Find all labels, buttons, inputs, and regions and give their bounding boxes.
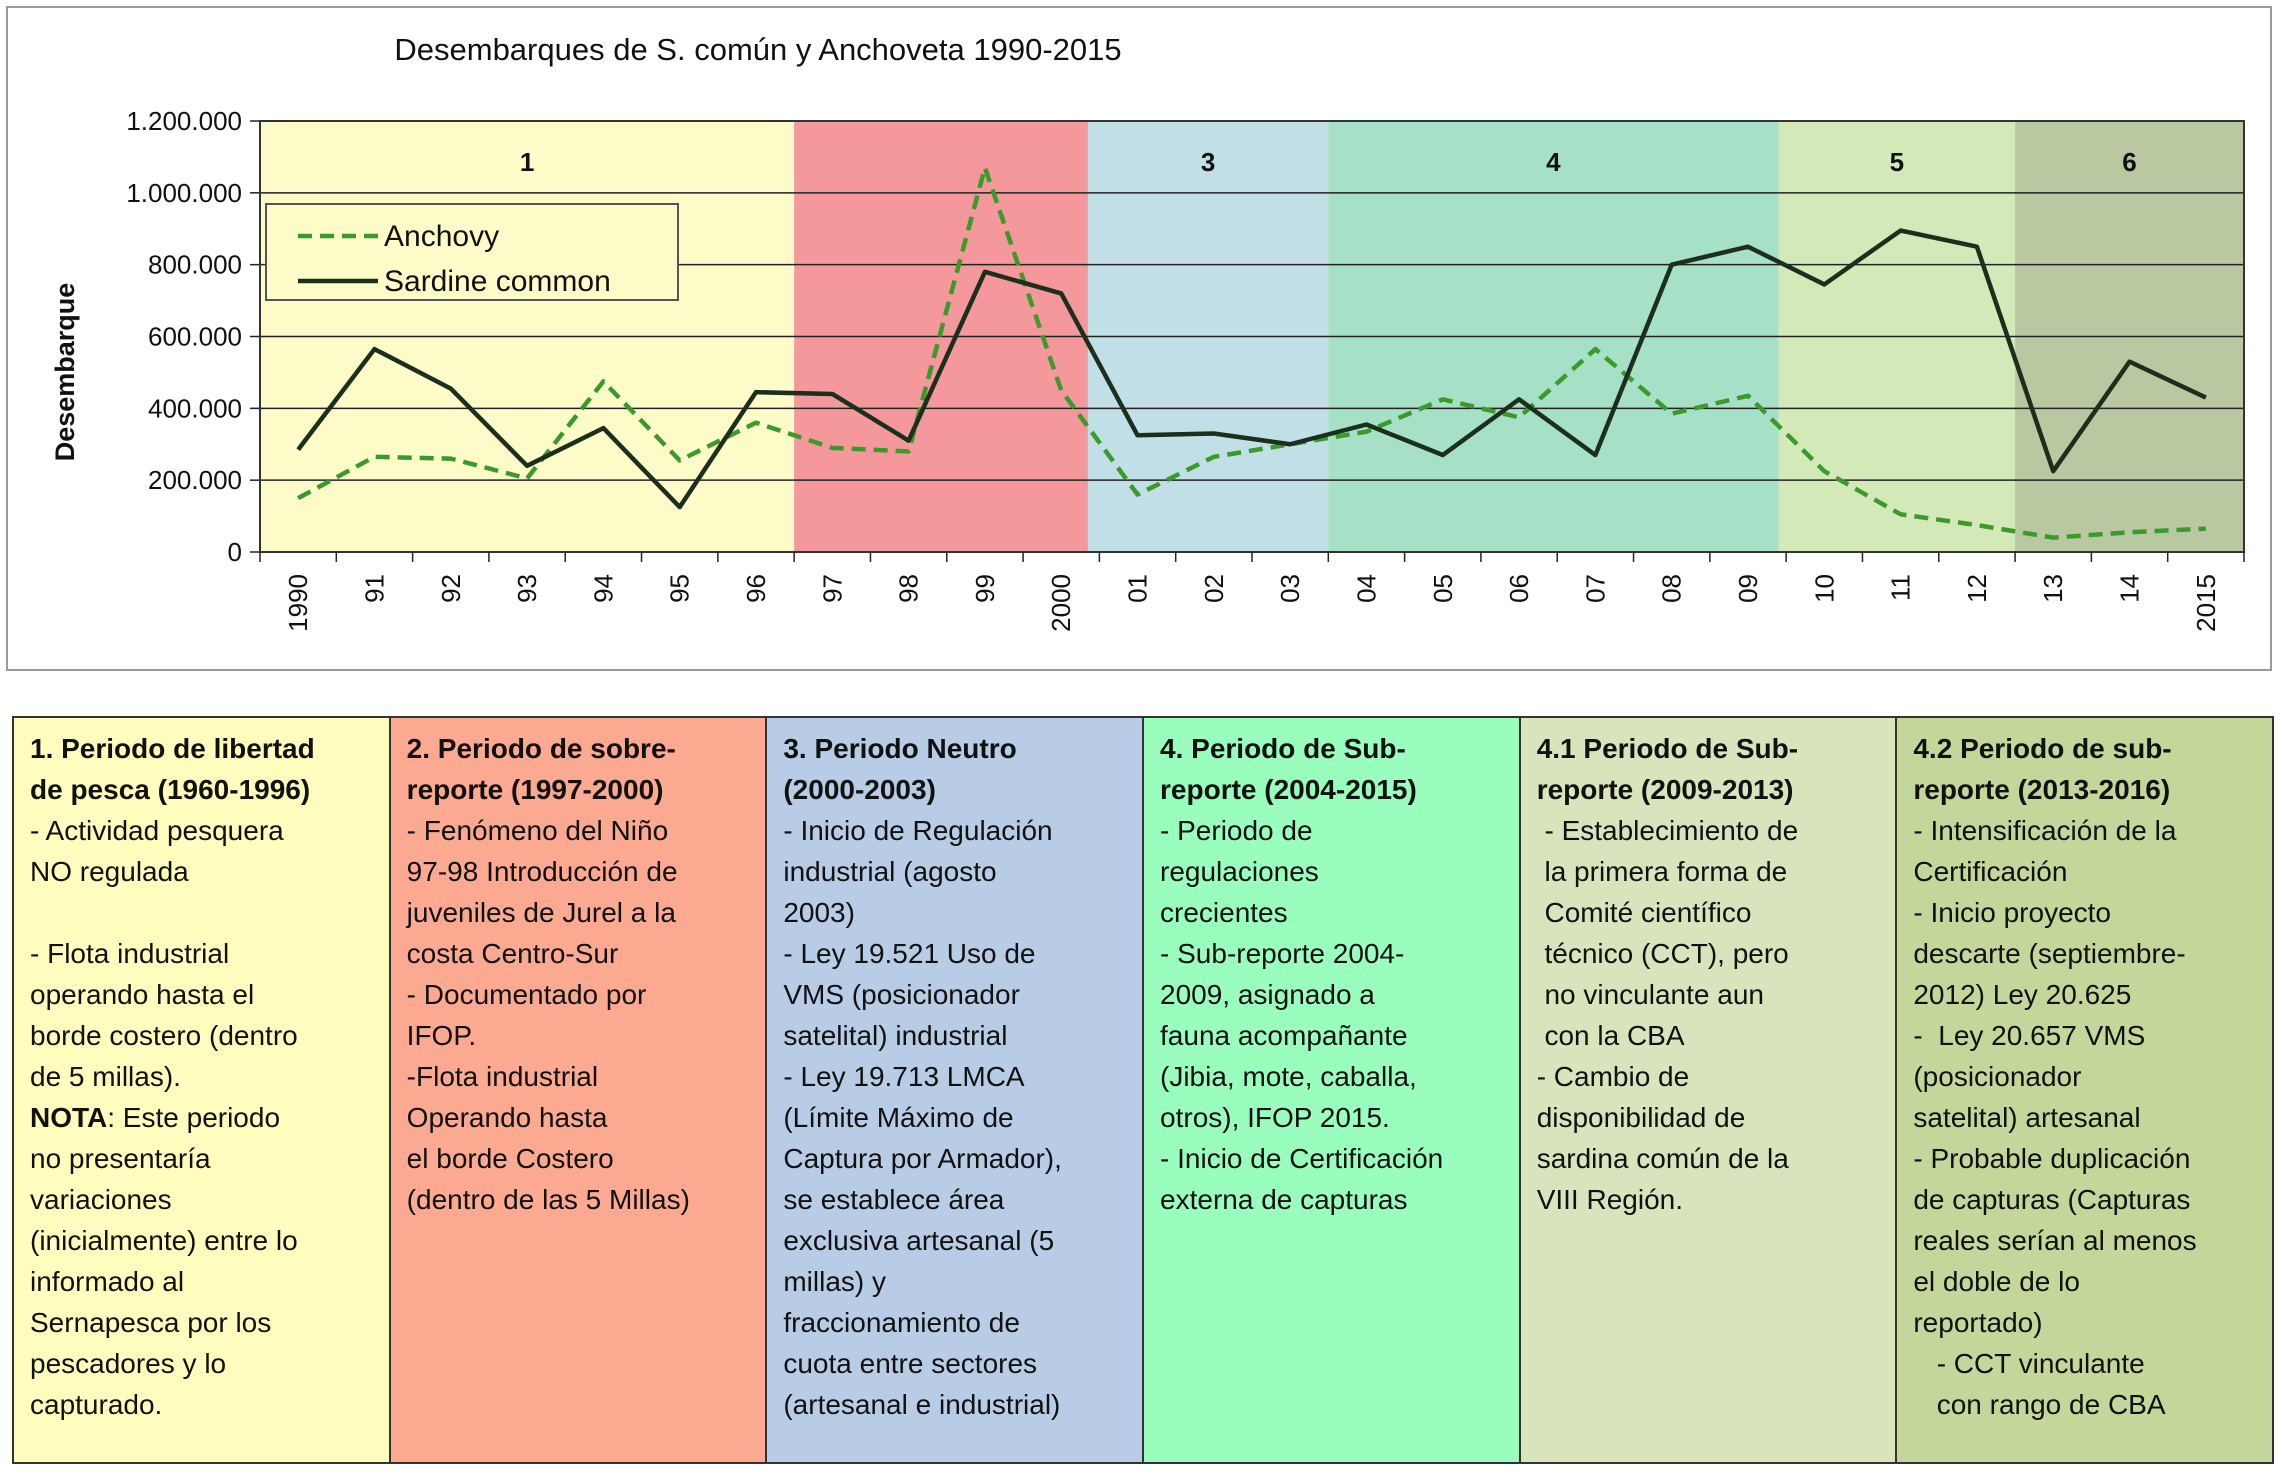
x-tick-label: 07 — [1580, 574, 1610, 603]
y-tick-label: 800.000 — [148, 250, 242, 280]
legend-entry: Sardine common — [384, 265, 611, 298]
note-text: : Este periodo no presentaría variacione… — [30, 1102, 298, 1420]
legend-entry: Anchovy — [384, 220, 499, 253]
x-tick-label: 1990 — [283, 574, 313, 632]
x-tick-label: 09 — [1733, 574, 1763, 603]
x-tick-label: 10 — [1809, 574, 1839, 603]
period-title: 4.1 Periodo de Sub- reporte (2009-2013) — [1536, 733, 1799, 805]
period-band-label: 3 — [1201, 147, 1215, 177]
period-description: - Inicio de Regulación industrial (agost… — [783, 815, 1062, 1420]
note-label: NOTA — [30, 1102, 108, 1133]
y-tick-label: 400.000 — [148, 393, 242, 423]
x-tick-label: 94 — [588, 574, 618, 603]
period-description: - Intensificación de la Certificación - … — [1913, 815, 2197, 1420]
x-tick-label: 13 — [2038, 574, 2068, 603]
series-line-sardine-common — [296, 228, 2207, 510]
period-description: - Periodo de regulaciones crecientes - S… — [1160, 815, 1444, 1215]
period-title: 2. Periodo de sobre- reporte (1997-2000) — [406, 733, 676, 805]
period-title: 4. Periodo de Sub- reporte (2004-2015) — [1160, 733, 1417, 805]
x-tick-label: 2015 — [2191, 574, 2221, 632]
period-band-label: 5 — [1890, 147, 1904, 177]
period-note: NOTA: Este periodo no presentaría variac… — [30, 1097, 375, 1425]
period-column-2: 2. Periodo de sobre- reporte (1997-2000)… — [390, 718, 768, 1462]
x-tick-label: 91 — [359, 574, 389, 603]
x-tick-label: 96 — [741, 574, 771, 603]
y-axis-label: Desembarque — [50, 283, 80, 462]
x-tick-label: 95 — [665, 574, 695, 603]
period-column-1: 1. Periodo de libertad de pesca (1960-19… — [14, 718, 391, 1462]
legend — [265, 203, 679, 301]
period-title: 4.2 Periodo de sub- reporte (2013-2016) — [1913, 733, 2172, 805]
x-tick-label: 08 — [1657, 574, 1687, 603]
period-title: 3. Periodo Neutro (2000-2003) — [783, 733, 1017, 805]
x-tick-label: 01 — [1123, 574, 1153, 603]
x-tick-label: 2000 — [1046, 574, 1076, 632]
period-description: - Fenómeno del Niño 97-98 Introducción d… — [406, 815, 690, 1215]
period-band-label: 4 — [1546, 147, 1561, 177]
x-tick-label: 06 — [1504, 574, 1534, 603]
y-tick-label: 0 — [228, 537, 242, 567]
periods-table: 1. Periodo de libertad de pesca (1960-19… — [12, 716, 2274, 1464]
x-tick-label: 04 — [1351, 574, 1381, 603]
period-column-4: 4. Periodo de Sub- reporte (2004-2015) - … — [1144, 718, 1521, 1462]
x-tick-label: 93 — [512, 574, 542, 603]
period-column-5: 4.1 Periodo de Sub- reporte (2009-2013) … — [1520, 718, 1898, 1462]
period-column-6: 4.2 Periodo de sub- reporte (2013-2016) -… — [1897, 718, 2273, 1462]
period-band-label: 6 — [2122, 147, 2136, 177]
y-tick-label: 1.000.000 — [126, 178, 242, 208]
x-tick-label: 97 — [817, 574, 847, 603]
x-tick-label: 03 — [1275, 574, 1305, 603]
x-tick-label: 05 — [1428, 574, 1458, 603]
chart-title: Desembarques de S. común y Anchoveta 199… — [394, 32, 1121, 67]
series-line-anchovy — [297, 165, 2206, 540]
period-band-label: 1 — [520, 147, 534, 177]
x-tick-label: 11 — [1886, 574, 1916, 601]
x-tick-label: 02 — [1199, 574, 1229, 603]
period-description: - Actividad pesquera NO regulada - Flota… — [30, 815, 298, 1092]
period-description: - Establecimiento de la primera forma de… — [1536, 815, 1799, 1215]
period-title: 1. Periodo de libertad de pesca (1960-19… — [30, 733, 315, 805]
x-tick-label: 98 — [894, 574, 924, 603]
period-column-3: 3. Periodo Neutro (2000-2003) - Inicio de… — [767, 718, 1145, 1462]
x-tick-label: 99 — [970, 574, 1000, 603]
y-tick-label: 200.000 — [148, 465, 242, 495]
y-tick-label: 1.200.000 — [126, 106, 242, 136]
x-tick-label: 92 — [436, 574, 466, 603]
x-tick-label: 14 — [2115, 574, 2145, 603]
y-tick-label: 600.000 — [148, 322, 242, 352]
x-tick-label: 12 — [1962, 574, 1992, 603]
